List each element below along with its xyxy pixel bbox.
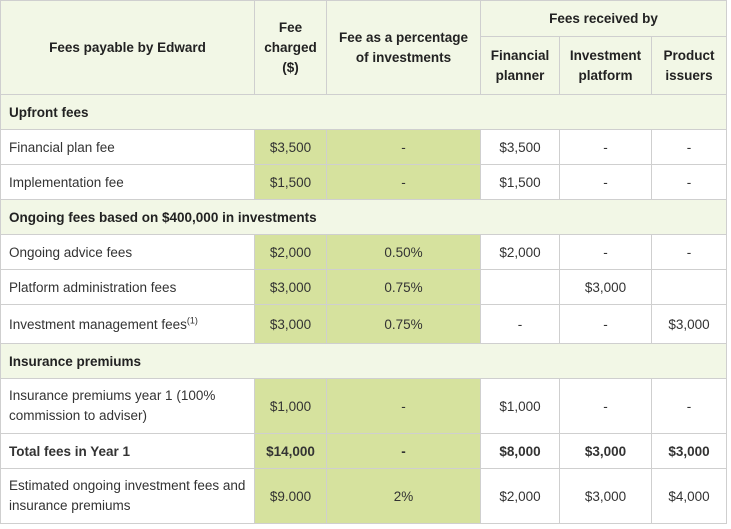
fee-percentage-cell: -	[326, 129, 481, 165]
financial-planner-cell: $3,500	[480, 129, 560, 165]
financial-planner-cell: $2,000	[480, 468, 560, 524]
fee-charged-cell: $1,500	[254, 164, 327, 200]
product-issuers-cell	[650, 269, 728, 305]
fee-charged-cell: $2,000	[254, 234, 327, 270]
footnote-marker[interactable]: (1)	[186, 315, 198, 325]
fee-charged-cell: $3,000	[254, 304, 327, 344]
total-row: Total fees in Year 1 $14,000 - $8,000 $3…	[0, 433, 728, 469]
investment-platform-cell: $3,000	[559, 433, 652, 469]
product-issuers-cell: $3,000	[650, 433, 728, 469]
product-issuers-cell: $4,000	[650, 468, 728, 524]
section-upfront: Upfront fees	[0, 94, 728, 130]
table-row: Ongoing advice fees $2,000 0.50% $2,000 …	[0, 234, 728, 270]
section-label: Upfront fees	[0, 94, 728, 130]
financial-planner-cell: -	[480, 304, 560, 344]
table-row: Platform administration fees $3,000 0.75…	[0, 269, 728, 305]
header-row-sub: Financial planner Investment platform Pr…	[1, 36, 728, 95]
fee-percentage-cell: 0.50%	[326, 234, 481, 270]
row-label: Insurance premiums year 1 (100% commissi…	[0, 378, 255, 434]
fee-charged-cell: $14,000	[254, 433, 327, 469]
financial-planner-cell: $2,000	[480, 234, 560, 270]
product-issuers-cell: -	[650, 378, 728, 434]
header-financial-planner: Financial planner	[480, 36, 560, 95]
header-fee-charged: Fee charged ($)	[254, 0, 327, 95]
section-ongoing: Ongoing fees based on $400,000 in invest…	[0, 199, 728, 235]
investment-platform-cell: $3,000	[559, 468, 652, 524]
product-issuers-cell: -	[650, 129, 728, 165]
fee-charged-cell: $3,000	[254, 269, 327, 305]
section-insurance: Insurance premiums	[0, 343, 728, 379]
fee-percentage-cell: -	[326, 433, 481, 469]
row-label: Implementation fee	[0, 164, 255, 200]
table-row: Investment management fees(1) $3,000 0.7…	[0, 304, 728, 344]
product-issuers-cell: $3,000	[650, 304, 728, 344]
row-label: Investment management fees(1)	[0, 304, 255, 344]
table-row: Estimated ongoing investment fees and in…	[0, 468, 728, 524]
section-label: Ongoing fees based on $400,000 in invest…	[0, 199, 728, 235]
header-fees-payable: Fees payable by Edward	[0, 0, 255, 95]
fee-percentage-cell: 2%	[326, 468, 481, 524]
investment-platform-cell: -	[559, 304, 652, 344]
row-label: Ongoing advice fees	[0, 234, 255, 270]
fee-charged-cell: $9.000	[254, 468, 327, 524]
investment-platform-cell: -	[559, 129, 652, 165]
header-product-issuers: Product issuers	[650, 36, 728, 95]
fee-percentage-cell: 0.75%	[326, 304, 481, 344]
header-row-top: Fees payable by Edward Fee charged ($) F…	[0, 0, 728, 95]
row-label: Estimated ongoing investment fees and in…	[0, 468, 255, 524]
header-investment-platform: Investment platform	[559, 36, 652, 95]
investment-platform-cell: $3,000	[559, 269, 652, 305]
table-row: Insurance premiums year 1 (100% commissi…	[0, 378, 728, 434]
fee-charged-cell: $3,500	[254, 129, 327, 165]
investment-platform-cell: -	[559, 164, 652, 200]
header-fees-received-by: Fees received by	[479, 0, 728, 37]
header-fee-percentage: Fee as a percentage of investments	[326, 0, 481, 95]
financial-planner-cell: $1,500	[480, 164, 560, 200]
product-issuers-cell: -	[650, 234, 728, 270]
table-row: Financial plan fee $3,500 - $3,500 - -	[0, 129, 728, 165]
table-row: Implementation fee $1,500 - $1,500 - -	[0, 164, 728, 200]
row-label-text: Investment management fees	[9, 316, 187, 332]
section-label: Insurance premiums	[0, 343, 728, 379]
row-label: Total fees in Year 1	[0, 433, 255, 469]
investment-platform-cell: -	[559, 378, 652, 434]
fee-percentage-cell: -	[326, 164, 481, 200]
fee-percentage-cell: -	[326, 378, 481, 434]
financial-planner-cell: $8,000	[480, 433, 560, 469]
row-label: Financial plan fee	[0, 129, 255, 165]
investment-platform-cell: -	[559, 234, 652, 270]
product-issuers-cell: -	[650, 164, 728, 200]
financial-planner-cell: $1,000	[480, 378, 560, 434]
row-label: Platform administration fees	[0, 269, 255, 305]
fee-charged-cell: $1,000	[254, 378, 327, 434]
financial-planner-cell	[480, 269, 560, 305]
fee-percentage-cell: 0.75%	[326, 269, 481, 305]
